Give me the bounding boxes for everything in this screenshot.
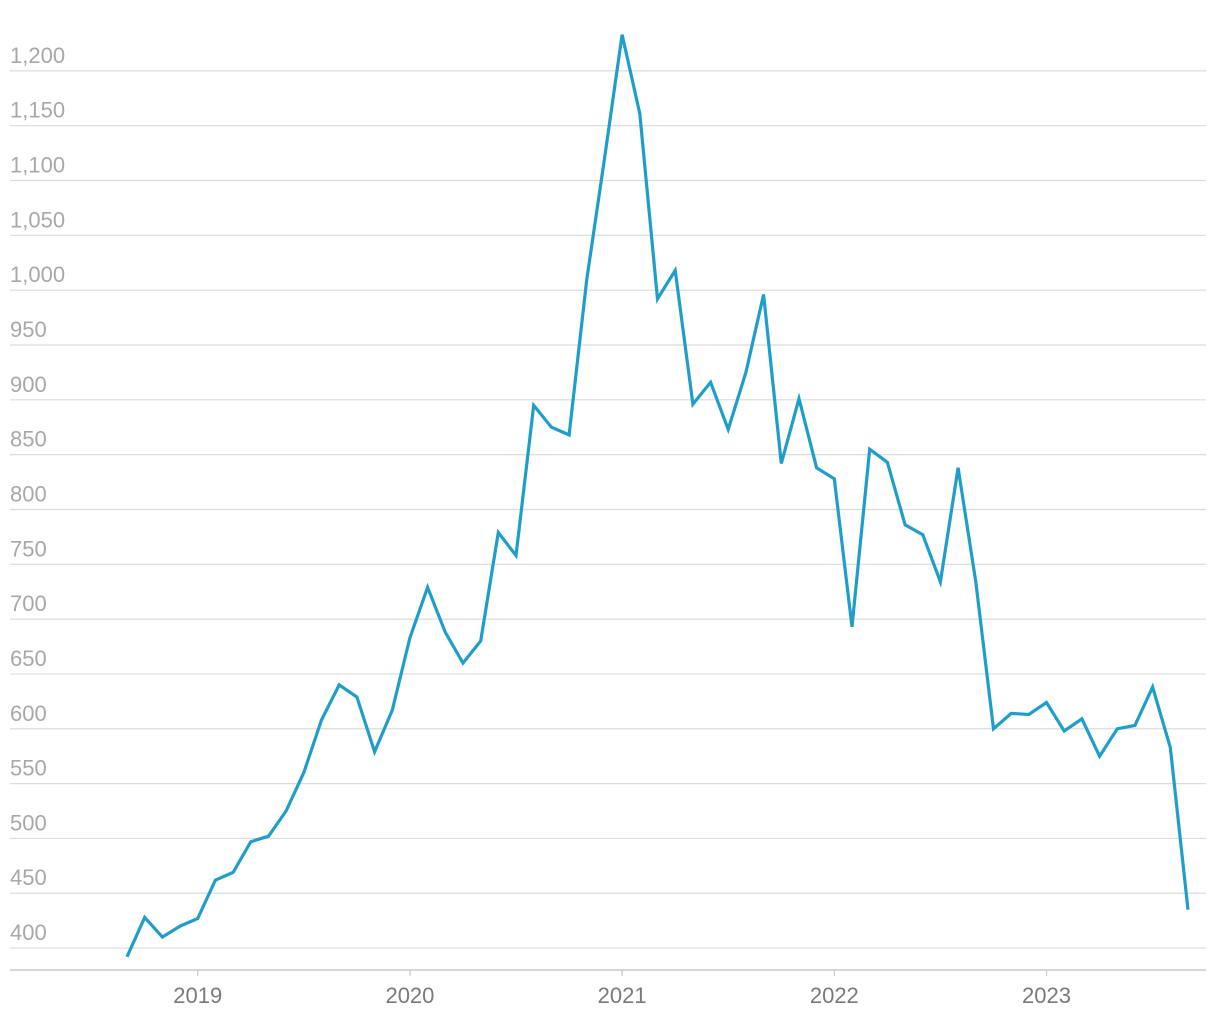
x-axis-tick-labels: 2019 2020 2021 2022 2023 [173, 970, 1071, 1008]
y-tick-label: 1,050 [10, 207, 65, 232]
x-tick-label: 2023 [1022, 983, 1071, 1008]
y-tick-label: 1,100 [10, 153, 65, 178]
y-tick-label: 950 [10, 317, 47, 342]
series-layer [125, 34, 1190, 958]
y-tick-label: 850 [10, 427, 47, 452]
y-tick-label: 400 [10, 920, 47, 945]
y-tick-label: 500 [10, 810, 47, 835]
x-tick-label: 2022 [810, 983, 859, 1008]
y-tick-label: 700 [10, 591, 47, 616]
y-tick-label: 1,000 [10, 262, 65, 287]
y-tick-label: 450 [10, 865, 47, 890]
y-axis-tick-labels: 400 450 500 550 600 650 700 750 800 850 900 950 1,00… [10, 43, 65, 945]
x-tick-label: 2020 [385, 983, 434, 1008]
y-tick-label: 650 [10, 646, 47, 671]
y-tick-label: 600 [10, 701, 47, 726]
x-tick-label: 2019 [173, 983, 222, 1008]
y-tick-label: 550 [10, 756, 47, 781]
y-tick-label: 1,150 [10, 98, 65, 123]
gridlines [10, 70, 1206, 971]
x-tick-label: 2021 [598, 983, 647, 1008]
y-tick-label: 750 [10, 536, 47, 561]
series-line [125, 34, 1190, 958]
y-tick-label: 800 [10, 481, 47, 506]
y-tick-label: 1,200 [10, 43, 65, 68]
y-tick-label: 900 [10, 372, 47, 397]
